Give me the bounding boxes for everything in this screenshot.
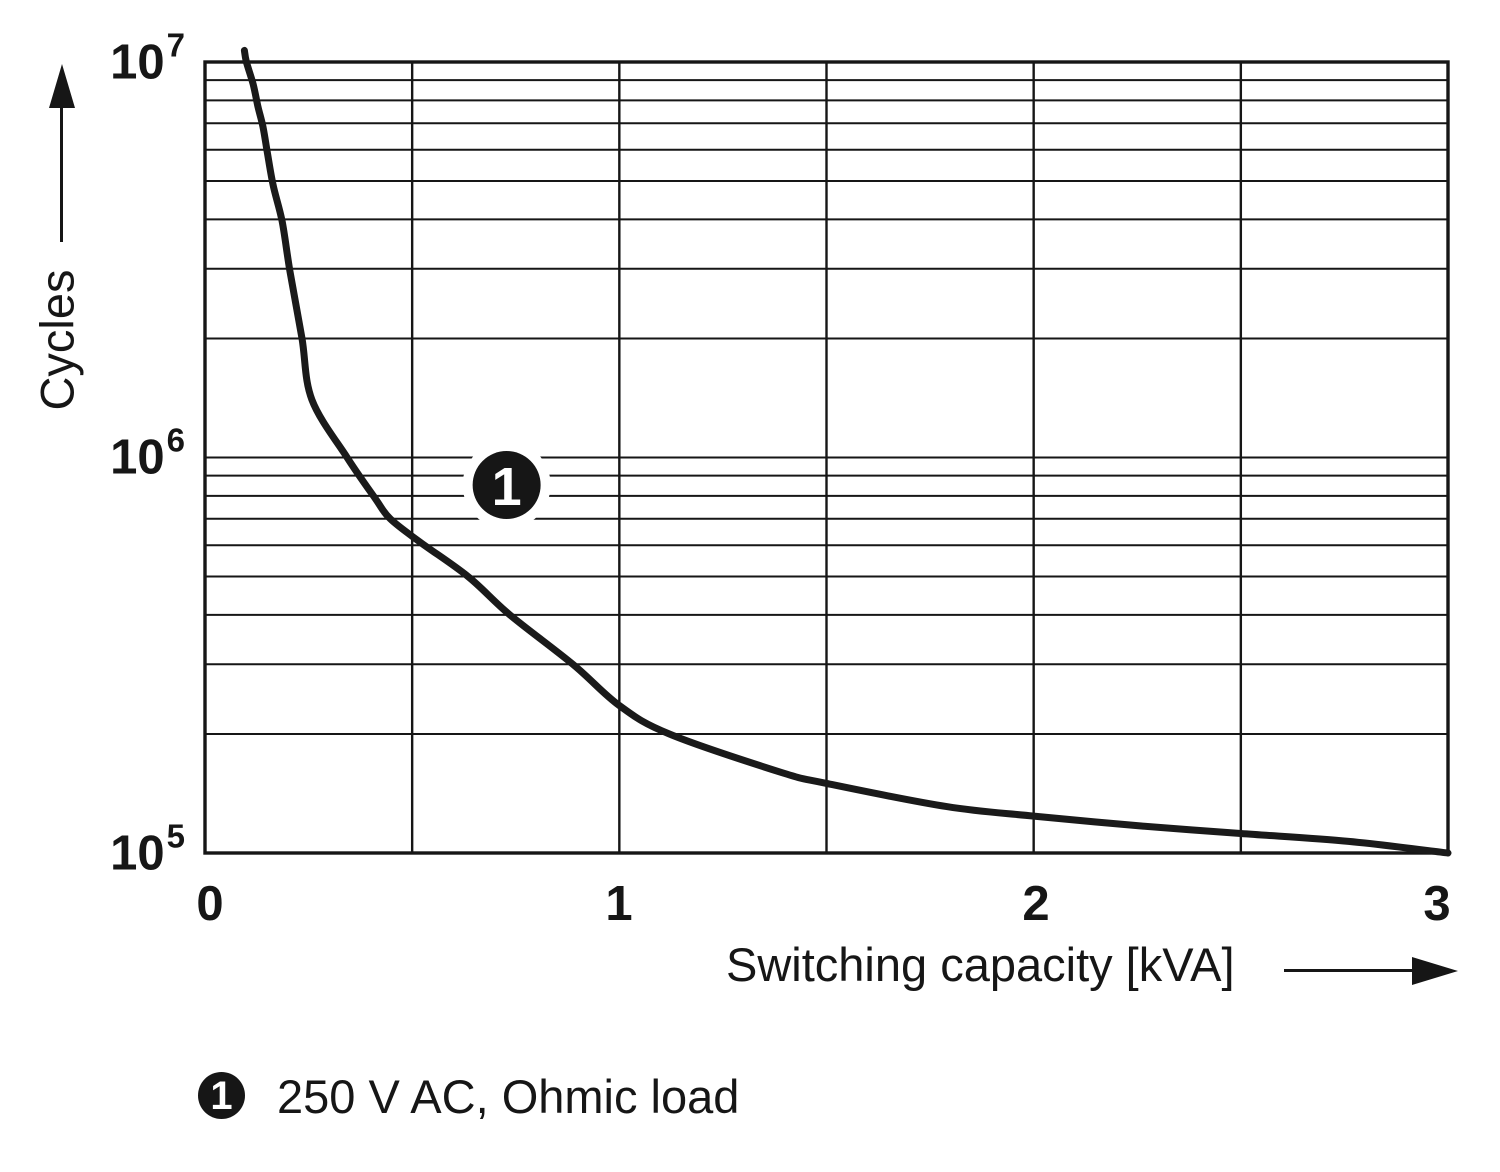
x-axis-arrow-stem	[1284, 969, 1414, 972]
y-axis-arrow-icon	[49, 64, 75, 108]
x-tick-1: 1	[605, 877, 633, 931]
y-tick-1e6: 106	[110, 421, 185, 485]
curve-callout-label: 1	[492, 457, 522, 517]
legend-bullet: 1	[198, 1072, 245, 1119]
x-axis-arrow-icon	[1412, 957, 1458, 985]
legend-label: 250 V AC, Ohmic load	[277, 1070, 740, 1123]
life-curve	[240, 46, 1452, 857]
x-axis-title: Switching capacity [kVA]	[726, 938, 1235, 991]
legend: 1 250 V AC, Ohmic load	[198, 1071, 739, 1120]
y-tick-1e7: 107	[110, 26, 185, 90]
x-tick-3: 3	[1423, 877, 1451, 931]
x-tick-2: 2	[1022, 877, 1050, 931]
y-axis-title: Cycles	[30, 269, 84, 411]
x-tick-0: 0	[196, 877, 224, 931]
plot-border	[203, 60, 1450, 855]
y-tick-1e5: 105	[110, 817, 185, 881]
curve-callout	[472, 451, 541, 520]
y-axis-arrow-stem	[60, 104, 63, 242]
